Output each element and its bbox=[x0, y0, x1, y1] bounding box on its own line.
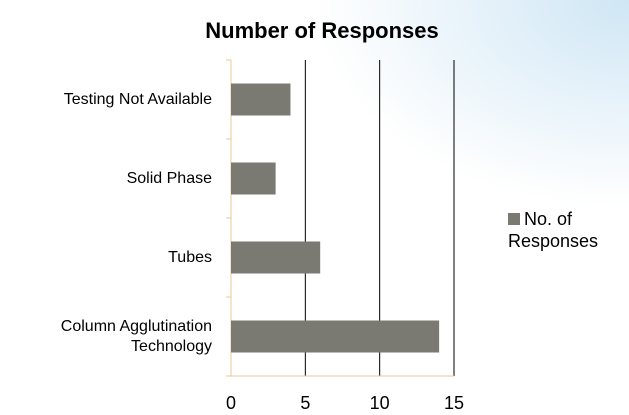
y-tick-label: Tubes bbox=[168, 248, 212, 266]
x-tick-label: 10 bbox=[370, 393, 390, 413]
legend-label: No. of Responses bbox=[508, 209, 599, 251]
y-tick-label: Column Agglutination Technology bbox=[60, 317, 212, 355]
bar bbox=[231, 162, 276, 195]
y-tick-label: Solid Phase bbox=[126, 169, 212, 187]
legend-swatch bbox=[508, 213, 520, 225]
chart-title: Number of Responses bbox=[205, 18, 439, 43]
y-tick-label: Testing Not Available bbox=[63, 90, 212, 108]
x-tick-label: 15 bbox=[444, 393, 464, 413]
bar bbox=[231, 83, 291, 116]
x-tick-label: 5 bbox=[300, 393, 310, 413]
legend: No. of Responses bbox=[508, 208, 628, 252]
bar bbox=[231, 241, 321, 274]
bar bbox=[231, 320, 440, 353]
x-tick-label: 0 bbox=[226, 393, 236, 413]
